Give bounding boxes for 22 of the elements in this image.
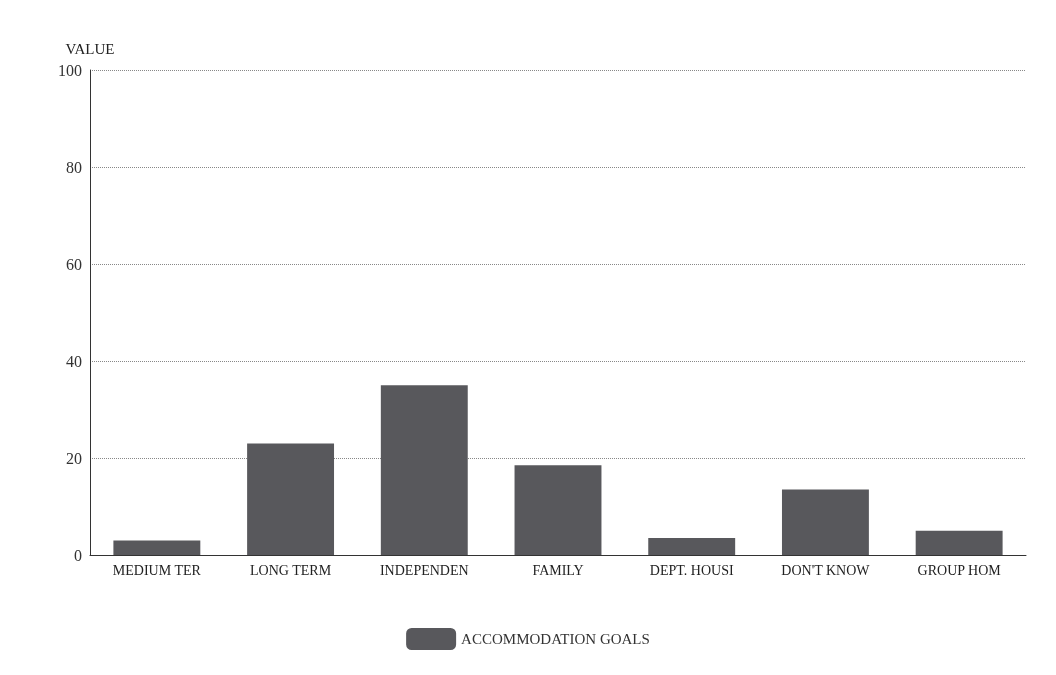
x-tick-label: FAMILY [532,562,584,578]
bar [915,530,1003,555]
bar [247,443,335,555]
y-tick-label: 0 [74,546,82,564]
x-tick-label: MEDIUM TER [112,562,202,578]
y-tick-label: 20 [66,449,82,467]
x-tick-label: INDEPENDEN [379,562,469,578]
bar [781,489,869,555]
y-tick-label: 40 [66,352,82,370]
y-tick-label: 60 [66,255,82,273]
x-tick-label: LONG TERM [250,562,332,578]
x-tick-label: DON'T KNOW [781,562,871,578]
x-tick-label: DEPT. HOUSI [649,562,734,578]
legend-label: ACCOMMODATION GOALS [461,631,650,647]
y-tick-label: 100 [58,61,82,79]
x-tick-label: GROUP HOM [917,562,1002,578]
bar [380,385,468,555]
bar [113,540,201,555]
y-tick-label: 80 [66,158,82,176]
bar [514,465,602,555]
bar [648,538,736,555]
y-axis-title: VALUE [65,40,115,57]
